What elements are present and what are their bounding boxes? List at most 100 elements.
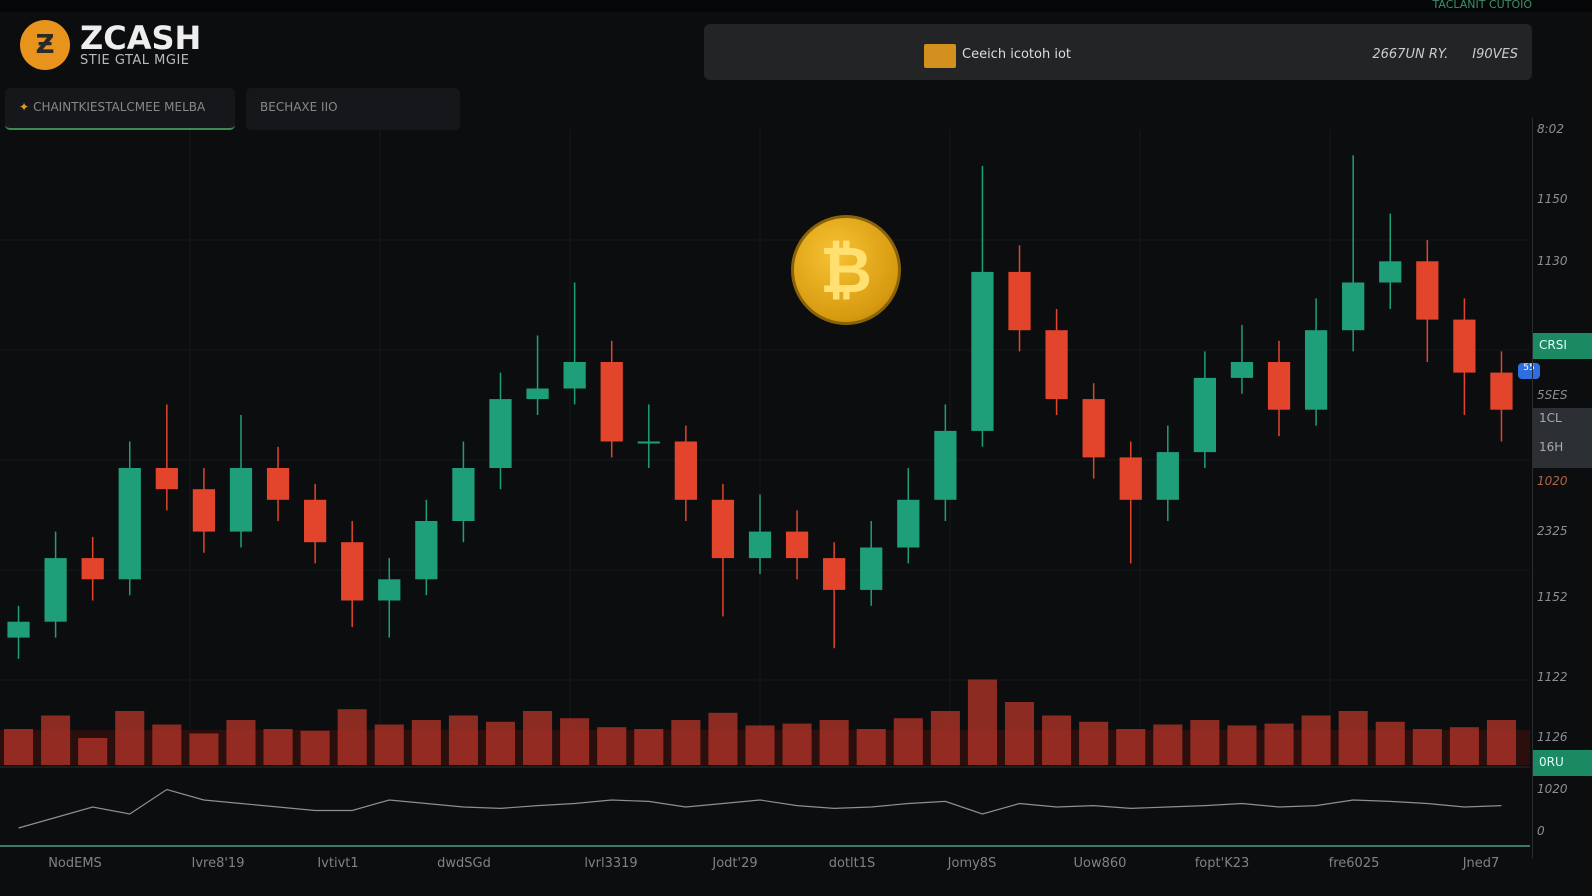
candle-body <box>118 468 141 580</box>
axis-tag: 16H <box>1533 428 1592 468</box>
volume-bar <box>337 709 367 765</box>
candle-body <box>1193 377 1216 453</box>
volume-bar <box>634 729 664 765</box>
volume-bar <box>1486 720 1516 765</box>
connection-status: TACLANIT CUTOIO <box>1432 0 1532 11</box>
price-chart[interactable] <box>0 130 1530 850</box>
price-marker[interactable]: 55 <box>1518 363 1540 379</box>
volume-bar <box>300 730 330 765</box>
volume-bar <box>1004 702 1035 765</box>
stat-a: 2667UN RY. <box>1372 47 1449 62</box>
volume-bar <box>226 720 256 765</box>
chart-tab-icon: ✦ <box>19 100 30 114</box>
volume-bar <box>485 721 516 765</box>
volume-bar <box>374 724 404 765</box>
volume-bar <box>1338 711 1368 765</box>
asset-icon <box>924 44 956 68</box>
candle-body <box>971 271 994 431</box>
candle-body <box>1342 282 1365 331</box>
candle-body <box>934 430 957 500</box>
candle-body <box>229 468 253 532</box>
candle-body <box>600 362 623 442</box>
candle-body <box>1490 372 1513 410</box>
volume-bar <box>41 715 71 765</box>
candle-body <box>1045 330 1068 400</box>
tab-chart[interactable]: ✦ CHAINTKIESTALCMEE MELBA <box>5 88 235 130</box>
volume-bar <box>523 711 553 765</box>
candle-body <box>266 468 290 500</box>
volume-bar <box>856 729 886 765</box>
volume-bar <box>263 729 293 765</box>
bitcoin-coin-icon: ₿ <box>791 215 901 325</box>
volume-bar <box>1042 715 1072 765</box>
price-badge: CRSI <box>1533 333 1592 359</box>
candle-body <box>563 362 586 389</box>
x-label: lvrl3319 <box>584 856 638 871</box>
candle-body <box>897 499 920 548</box>
candle-body <box>526 388 549 400</box>
candle-body <box>1156 452 1179 500</box>
x-label: dwdSGd <box>437 856 491 871</box>
candle-body <box>748 531 772 559</box>
volume-bar <box>745 725 775 765</box>
volume-bar <box>1227 725 1257 765</box>
candle-body <box>860 547 883 590</box>
candle-body <box>785 531 809 559</box>
oscillator-line <box>18 788 1502 829</box>
volume-bar <box>1079 721 1109 765</box>
volume-bar <box>597 727 627 765</box>
volume-bar <box>1190 720 1220 765</box>
volume-badge: 0RU <box>1533 750 1592 776</box>
volume-bar <box>1264 723 1294 765</box>
candle-body <box>1082 399 1105 458</box>
axis-label: 1020 <box>1537 474 1568 488</box>
axis-label: 1150 <box>1537 192 1568 206</box>
axis-label: 1130 <box>1537 254 1568 268</box>
candle-body <box>637 441 660 444</box>
volume-bar <box>448 715 478 765</box>
candle-body <box>823 558 846 590</box>
x-label: Ivre8'19 <box>191 856 245 871</box>
volume-bar <box>189 733 219 765</box>
axis-label: 2325 <box>1537 524 1568 538</box>
stat-b: I90VES <box>1472 47 1518 62</box>
candle-body <box>1008 271 1031 331</box>
volume-bar <box>1412 729 1442 765</box>
candle-body <box>452 468 475 521</box>
top-strip: TACLANIT CUTOIO <box>0 0 1592 12</box>
tab-secondary[interactable]: BECHAXE IIO <box>246 88 460 130</box>
volume-bar <box>78 738 108 765</box>
x-label: Jodt'29 <box>712 856 758 871</box>
brand-logo: Ƶ ZCASH STIE GTAL MGIE <box>20 20 201 70</box>
pair-title[interactable]: Ceeich icotoh iot <box>962 47 1072 62</box>
candle-body <box>7 621 30 638</box>
candle-body <box>1267 362 1291 410</box>
candle-body <box>711 499 735 559</box>
volume-bar <box>152 724 182 765</box>
volume-bar <box>1375 721 1405 765</box>
x-label: Ivtivt1 <box>317 856 359 871</box>
tab-label: BECHAXE IIO <box>260 100 338 114</box>
volume-bar <box>967 679 997 765</box>
x-label: NodEMS <box>48 856 102 871</box>
volume-bar <box>930 711 960 765</box>
price-axis[interactable]: 8:02 1150 1130 CRSI 5SES 1CL 16H 1020 23… <box>1532 118 1592 858</box>
volume-bar <box>115 711 145 765</box>
candle-body <box>1453 319 1476 373</box>
volume-bar <box>560 718 590 765</box>
x-label: Jomy8S <box>947 856 997 871</box>
candle-body <box>489 399 512 468</box>
candle-body <box>1304 330 1328 410</box>
zcash-logo-icon: Ƶ <box>20 20 70 70</box>
candle-body <box>1119 457 1142 500</box>
x-label: Jned7 <box>1462 856 1500 871</box>
volume-bar <box>411 720 441 765</box>
candle-body <box>1416 261 1439 320</box>
candle-body <box>1379 261 1402 283</box>
top-bar: Ceeich icotoh iot 2667UN RY. I90VES <box>704 24 1532 80</box>
x-label: dotlt1S <box>828 856 876 871</box>
candle-body <box>378 579 401 601</box>
volume-bar <box>708 712 738 765</box>
volume-bar <box>1153 724 1183 765</box>
candle-body <box>155 468 178 490</box>
